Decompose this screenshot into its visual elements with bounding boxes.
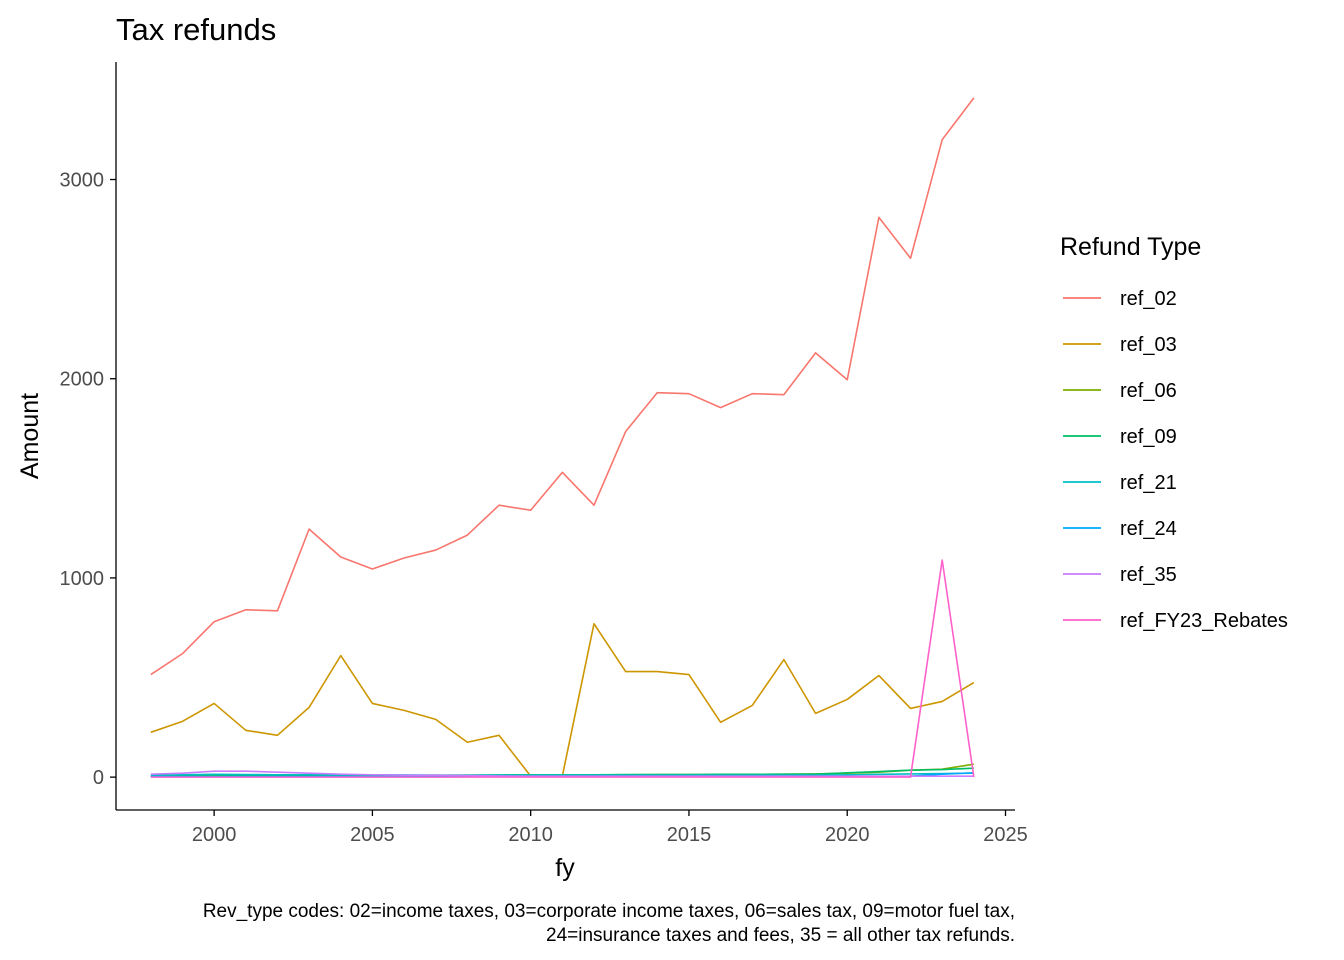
x-tick-label: 2005 <box>350 824 395 846</box>
y-tick-label: 2000 <box>60 369 105 391</box>
y-ticks: 0 1000 2000 3000 <box>60 170 116 789</box>
caption-line-2: 24=insurance taxes and fees, 35 = all ot… <box>546 925 1015 946</box>
y-axis-title: Amount <box>16 393 44 479</box>
chart-title: Tax refunds <box>116 12 276 47</box>
legend-label-ref_21: ref_21 <box>1120 472 1177 494</box>
x-tick-label: 2020 <box>825 824 870 846</box>
legend-label-ref_09: ref_09 <box>1120 426 1177 448</box>
series-line-ref_03 <box>150 622 975 777</box>
x-tick-label: 2010 <box>508 824 553 846</box>
legend-label-ref_03: ref_03 <box>1120 334 1177 356</box>
y-tick-label: 3000 <box>60 170 105 192</box>
legend-label-ref_06: ref_06 <box>1120 380 1177 402</box>
legend-label-ref_24: ref_24 <box>1120 518 1177 540</box>
legend-label-ref_02: ref_02 <box>1120 288 1177 310</box>
legend: ref_02 ref_03 ref_06 ref_09 ref_21 ref_24 ref_… <box>1063 288 1288 632</box>
x-tick-label: 2025 <box>983 824 1028 846</box>
legend-label-ref_FY23_Rebates: ref_FY23_Rebates <box>1120 610 1288 632</box>
series-line-ref_35 <box>150 770 974 777</box>
legend-title: Refund Type <box>1060 233 1201 261</box>
x-ticks: 2000 2005 2010 2015 2020 2025 <box>192 810 1028 846</box>
series-line-ref_21 <box>150 772 974 776</box>
x-tick-label: 2000 <box>192 824 237 846</box>
x-axis-title: fy <box>555 854 575 882</box>
y-tick-label: 1000 <box>60 568 105 590</box>
y-tick-label: 0 <box>93 767 104 789</box>
legend-label-ref_35: ref_35 <box>1120 564 1177 586</box>
x-tick-label: 2015 <box>667 824 712 846</box>
caption-line-1: Rev_type codes: 02=income taxes, 03=corp… <box>203 901 1015 922</box>
plot-lines <box>150 97 975 778</box>
series-line-ref_02 <box>150 97 975 676</box>
series-line-ref_FY23_Rebates <box>150 559 975 778</box>
